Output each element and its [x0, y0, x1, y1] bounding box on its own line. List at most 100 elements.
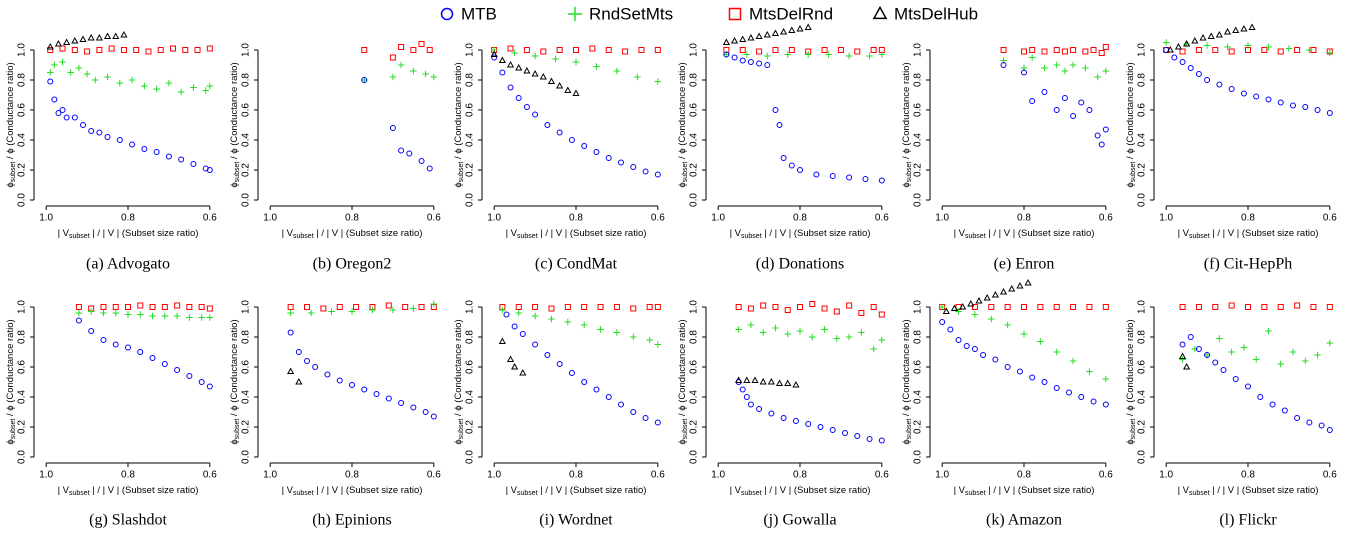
point — [137, 311, 144, 318]
y-tick-label: 1.0 — [241, 43, 252, 57]
point — [1086, 368, 1093, 375]
point — [1215, 30, 1223, 38]
point — [287, 309, 294, 317]
point — [743, 51, 751, 58]
point — [963, 343, 970, 349]
point — [523, 104, 530, 110]
point — [544, 122, 551, 128]
y-tick-label: 0.0 — [913, 193, 924, 207]
point — [1294, 47, 1301, 53]
point — [79, 35, 87, 42]
panel: 0.00.20.40.60.81.01.0 0.8 0.6| Vsubset | /… — [5, 300, 218, 529]
x-label-rest: | / | V | (Subset size ratio) — [90, 485, 199, 496]
point — [780, 27, 788, 35]
point — [1082, 64, 1089, 72]
y-tick-label: 0.4 — [689, 390, 700, 404]
point — [1199, 33, 1207, 41]
y-tick-label: 0.4 — [913, 133, 924, 147]
x-tick-label: 1.0 — [711, 470, 725, 481]
point — [410, 47, 417, 53]
y-label-rest: / ϕ (Conductance ratio) — [1125, 319, 1136, 418]
x-label-main: | V — [58, 228, 70, 239]
point — [1253, 93, 1260, 100]
x-label-rest: | / | V | (Subset size ratio) — [314, 485, 423, 496]
y-tick-label: 0.2 — [465, 163, 476, 177]
caption: (g) Slashdot — [89, 512, 167, 529]
x-label-main: | V — [506, 485, 518, 496]
point — [1021, 48, 1027, 55]
x-tick-label: 1.0 — [711, 213, 725, 224]
point — [173, 312, 181, 320]
point — [1252, 356, 1260, 363]
point — [1212, 304, 1219, 310]
y-tick-label: 0.2 — [1137, 163, 1148, 177]
point — [406, 150, 413, 157]
point — [593, 386, 600, 393]
point — [511, 323, 518, 330]
point — [1069, 61, 1077, 69]
legend-label: RndSetMts — [589, 4, 673, 23]
point — [955, 308, 962, 315]
point — [430, 73, 438, 81]
point — [1082, 48, 1089, 55]
point — [498, 337, 506, 344]
point — [174, 302, 181, 309]
point — [1178, 352, 1187, 359]
point — [1171, 54, 1178, 61]
point — [735, 304, 742, 310]
point — [858, 310, 865, 316]
y-tick-label: 0.8 — [913, 73, 924, 87]
x-tick-label: 0.6 — [1323, 470, 1337, 481]
point — [654, 47, 661, 53]
point — [328, 308, 335, 315]
point — [422, 409, 429, 415]
point — [743, 376, 751, 383]
caption: (j) Gowalla — [763, 512, 836, 529]
y-tick-label: 0.8 — [241, 330, 252, 344]
point — [572, 89, 580, 96]
x-tick-label: 1.0 — [39, 470, 53, 481]
x-label-rest: | / | V | (Subset size ratio) — [1210, 228, 1319, 239]
point — [422, 70, 429, 78]
point — [320, 305, 327, 312]
point — [760, 302, 767, 309]
point — [939, 319, 946, 325]
x-label-rest: | / | V | (Subset size ratio) — [538, 485, 647, 496]
point — [872, 5, 888, 20]
point — [1302, 104, 1309, 110]
point — [1041, 89, 1048, 95]
x-tick-label: 0.8 — [569, 470, 583, 481]
x-label-sub: subset — [517, 233, 538, 240]
point — [1232, 26, 1240, 33]
point — [1302, 357, 1309, 365]
point — [870, 47, 877, 53]
point — [1053, 385, 1060, 391]
point — [120, 47, 127, 53]
y-tick-label: 0.4 — [465, 133, 476, 147]
y-tick-label: 0.6 — [689, 360, 700, 374]
point — [1102, 126, 1109, 133]
x-tick-label: 0.6 — [651, 470, 665, 481]
point — [161, 361, 168, 367]
x-label-sub: subset — [965, 490, 986, 497]
point — [1029, 374, 1036, 381]
x-tick-label: 0.6 — [875, 213, 889, 224]
point — [426, 47, 433, 53]
y-tick-label: 0.0 — [1137, 450, 1148, 464]
y-tick-label: 0.2 — [913, 420, 924, 434]
point — [833, 335, 841, 342]
point — [1004, 364, 1011, 370]
point — [87, 308, 95, 315]
point — [772, 47, 779, 53]
point — [1240, 344, 1248, 351]
point — [747, 321, 755, 329]
point — [878, 437, 885, 444]
point — [845, 52, 853, 60]
y-label-main: ϕ — [677, 439, 688, 444]
point — [854, 433, 861, 439]
point — [1179, 48, 1186, 55]
x-label-main: | V — [954, 485, 966, 496]
point — [1098, 50, 1105, 56]
x-label-sub: subset — [1189, 490, 1210, 497]
point — [992, 356, 999, 363]
